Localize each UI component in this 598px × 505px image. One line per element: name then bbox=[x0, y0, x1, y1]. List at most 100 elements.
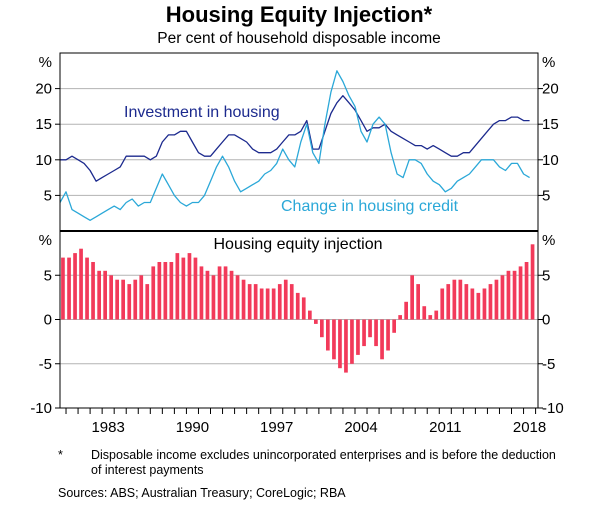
bar-injection-58 bbox=[410, 275, 414, 320]
bar-injection-77 bbox=[524, 262, 529, 320]
bar-injection-29 bbox=[235, 275, 240, 320]
bar-injection-66 bbox=[458, 279, 463, 320]
grid-layer bbox=[60, 88, 538, 365]
bar-injection-38 bbox=[289, 284, 294, 320]
bar-injection-3 bbox=[79, 248, 83, 320]
footnote-marker: * bbox=[58, 448, 63, 462]
bar-injection-32 bbox=[253, 284, 258, 320]
bar-injection-27 bbox=[223, 266, 228, 320]
bar-injection-31 bbox=[247, 284, 252, 320]
bar-injection-70 bbox=[482, 288, 487, 320]
unit-label-top-left: % bbox=[39, 54, 52, 71]
bar-injection-26 bbox=[217, 266, 222, 320]
bar-injection-2 bbox=[73, 253, 77, 320]
series-line-investment-in-housing bbox=[60, 95, 530, 182]
bar-injection-6 bbox=[97, 270, 101, 320]
xtick-label-2004: 2004 bbox=[344, 419, 377, 436]
ytick-label-bottom-left--5: -5 bbox=[39, 356, 52, 373]
panel-title-housing-equity-injection: Housing equity injection bbox=[214, 236, 383, 253]
bar-injection-7 bbox=[103, 270, 107, 320]
bar-injection-68 bbox=[470, 288, 475, 320]
bar-injection-16 bbox=[157, 262, 162, 320]
series-label-change-in-housing-credit: Change in housing credit bbox=[281, 198, 459, 215]
bar-injection-63 bbox=[440, 288, 445, 320]
xtick-label-1983: 1983 bbox=[91, 419, 124, 436]
bar-injection-67 bbox=[464, 284, 469, 320]
bar-injection-36 bbox=[277, 284, 282, 320]
bar-injection-74 bbox=[506, 270, 511, 320]
bar-injection-40 bbox=[301, 297, 306, 320]
ytick-label-top-right-5: 5 bbox=[542, 187, 550, 204]
bar-injection-21 bbox=[187, 253, 192, 320]
bar-injection-69 bbox=[476, 292, 481, 320]
bar-injection-24 bbox=[205, 270, 210, 320]
axis-layer bbox=[55, 52, 543, 414]
bar-injection-52 bbox=[374, 319, 378, 347]
bar-injection-42 bbox=[314, 319, 318, 324]
xtick-label-2011: 2011 bbox=[429, 419, 461, 436]
bar-injection-4 bbox=[85, 257, 89, 320]
bar-injection-10 bbox=[121, 279, 125, 320]
bar-injection-1 bbox=[67, 257, 71, 320]
bar-injection-48 bbox=[350, 319, 354, 364]
bar-injection-35 bbox=[271, 288, 276, 320]
bar-injection-41 bbox=[308, 310, 312, 320]
bar-injection-73 bbox=[500, 275, 505, 320]
label-layer: 5 5 10 10 15 15 20 20% % Investment in housing Cha… bbox=[30, 54, 563, 436]
bar-injection-44 bbox=[326, 319, 330, 351]
bar-injection-14 bbox=[145, 284, 150, 320]
ytick-label-top-right-10: 10 bbox=[542, 152, 559, 169]
bar-injection-46 bbox=[338, 319, 342, 369]
series-label-investment-in-housing: Investment in housing bbox=[124, 104, 280, 121]
bar-injection-55 bbox=[392, 319, 396, 333]
bar-injection-13 bbox=[139, 275, 144, 320]
bar-injection-51 bbox=[368, 319, 372, 338]
xtick-label-1997: 1997 bbox=[260, 419, 293, 436]
bar-injection-53 bbox=[380, 319, 384, 360]
bar-injection-49 bbox=[356, 319, 360, 355]
chart-title: Housing Equity Injection* bbox=[165, 2, 433, 27]
bar-injection-34 bbox=[265, 288, 270, 320]
bar-injection-76 bbox=[518, 266, 523, 320]
chart-subtitle: Per cent of household disposable income bbox=[157, 30, 441, 47]
bar-injection-72 bbox=[494, 279, 499, 320]
bar-injection-22 bbox=[193, 257, 198, 320]
bar-injection-20 bbox=[181, 257, 186, 320]
bar-injection-23 bbox=[199, 266, 204, 320]
xtick-label-2018: 2018 bbox=[513, 419, 546, 436]
bar-injection-39 bbox=[295, 292, 300, 320]
ytick-label-top-left-5: 5 bbox=[44, 187, 52, 204]
bar-injection-59 bbox=[416, 284, 420, 320]
bar-injection-30 bbox=[241, 279, 246, 320]
ytick-label-bottom-right--10: -10 bbox=[542, 400, 564, 417]
bar-injection-25 bbox=[211, 275, 216, 320]
bar-injection-61 bbox=[428, 315, 433, 320]
unit-label-bottom-right: % bbox=[542, 232, 555, 249]
ytick-label-bottom-left--10: -10 bbox=[30, 400, 52, 417]
ytick-label-top-left-20: 20 bbox=[35, 81, 52, 98]
bar-injection-15 bbox=[151, 266, 156, 320]
bar-injection-50 bbox=[362, 319, 366, 347]
bar-injection-75 bbox=[512, 270, 517, 320]
unit-label-bottom-left: % bbox=[39, 232, 52, 249]
xtick-label-1990: 1990 bbox=[176, 419, 209, 436]
bar-injection-11 bbox=[127, 284, 132, 320]
ytick-label-bottom-left-5: 5 bbox=[44, 267, 52, 284]
ytick-label-bottom-left-0: 0 bbox=[44, 312, 52, 329]
bar-injection-60 bbox=[422, 306, 427, 320]
bar-injection-43 bbox=[320, 319, 324, 338]
bar-injection-0 bbox=[61, 257, 65, 320]
bar-injection-18 bbox=[169, 262, 174, 320]
bar-injection-47 bbox=[344, 319, 348, 373]
bar-injection-17 bbox=[163, 262, 168, 320]
series-line-change-in-housing-credit bbox=[59, 70, 530, 221]
ytick-label-top-right-20: 20 bbox=[542, 81, 559, 98]
bar-injection-64 bbox=[446, 284, 451, 320]
bar-injection-19 bbox=[175, 253, 180, 320]
bar-injection-71 bbox=[488, 284, 493, 320]
ytick-label-bottom-right--5: -5 bbox=[542, 356, 555, 373]
ytick-label-bottom-right-5: 5 bbox=[542, 267, 550, 284]
unit-label-top-right: % bbox=[542, 54, 555, 71]
